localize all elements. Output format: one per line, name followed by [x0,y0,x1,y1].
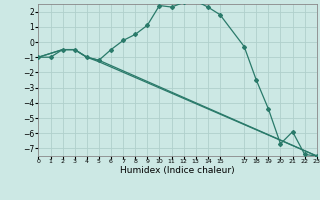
X-axis label: Humidex (Indice chaleur): Humidex (Indice chaleur) [120,166,235,175]
